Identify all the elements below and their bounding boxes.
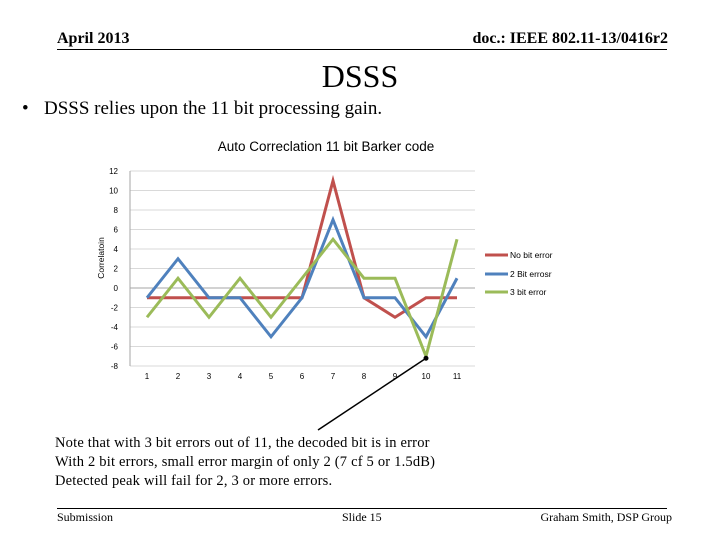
y-tick-label: -6 bbox=[111, 343, 119, 352]
legend-label-3: 3 bit error bbox=[510, 287, 547, 297]
note-line-3: Detected peak will fail for 2, 3 or more… bbox=[55, 473, 333, 489]
y-tick-label: 10 bbox=[109, 187, 118, 196]
chart-title: Auto Correclation 11 bit Barker code bbox=[218, 139, 435, 154]
series-line-3 bbox=[145, 236, 459, 362]
legend-label-2: 2 Bit errosr bbox=[510, 269, 552, 279]
x-tick-label: 10 bbox=[422, 372, 431, 381]
header-date: April 2013 bbox=[57, 30, 130, 47]
x-tick-label: 4 bbox=[238, 372, 243, 381]
note-line-2: With 2 bit errors, small error margin of… bbox=[55, 454, 436, 470]
series-line-2 bbox=[145, 215, 459, 340]
x-tick-label: 7 bbox=[331, 372, 336, 381]
slide-title: DSSS bbox=[321, 58, 399, 94]
footer-author: Graham Smith, DSP Group bbox=[540, 510, 672, 524]
y-tick-label: 0 bbox=[114, 284, 119, 293]
x-tick-label: 3 bbox=[207, 372, 212, 381]
header-divider bbox=[57, 49, 667, 50]
x-tick-label: 5 bbox=[269, 372, 274, 381]
note-line-1: Note that with 3 bit errors out of 11, t… bbox=[55, 435, 430, 451]
y-tick-label: 12 bbox=[109, 167, 118, 176]
y-tick-label: 8 bbox=[114, 206, 119, 215]
bullet-dot: • bbox=[22, 98, 29, 119]
bullet-text: DSSS relies upon the 11 bit processing g… bbox=[44, 98, 383, 119]
x-tick-label: 11 bbox=[453, 372, 462, 381]
footer-slide-number: Slide 15 bbox=[342, 510, 382, 524]
y-tick-label: -4 bbox=[111, 323, 119, 332]
y-tick-label: 4 bbox=[114, 245, 119, 254]
x-tick-label: 9 bbox=[393, 372, 398, 381]
x-tick-label: 6 bbox=[300, 372, 305, 381]
x-tick-label: 2 bbox=[176, 372, 181, 381]
y-tick-label: 2 bbox=[114, 265, 119, 274]
annotation-arrow-line bbox=[317, 357, 427, 431]
y-tick-label: -2 bbox=[111, 304, 119, 313]
header-doc-id: doc.: IEEE 802.11-13/0416r2 bbox=[472, 30, 668, 47]
annotation-arrow-head bbox=[423, 355, 429, 361]
footer-divider bbox=[57, 508, 667, 509]
footer-submission: Submission bbox=[57, 510, 114, 524]
legend-label-1: No bit error bbox=[510, 250, 553, 260]
x-tick-label: 1 bbox=[145, 372, 150, 381]
y-tick-label: -8 bbox=[111, 362, 119, 371]
y-tick-label: 6 bbox=[114, 226, 119, 235]
bullet-point: • DSSS relies upon the 11 bit processing … bbox=[22, 98, 382, 120]
y-axis-label: Correlatoin bbox=[96, 237, 106, 279]
note-text: Note that with 3 bit errors out of 11, t… bbox=[55, 434, 435, 491]
x-tick-label: 8 bbox=[362, 372, 367, 381]
